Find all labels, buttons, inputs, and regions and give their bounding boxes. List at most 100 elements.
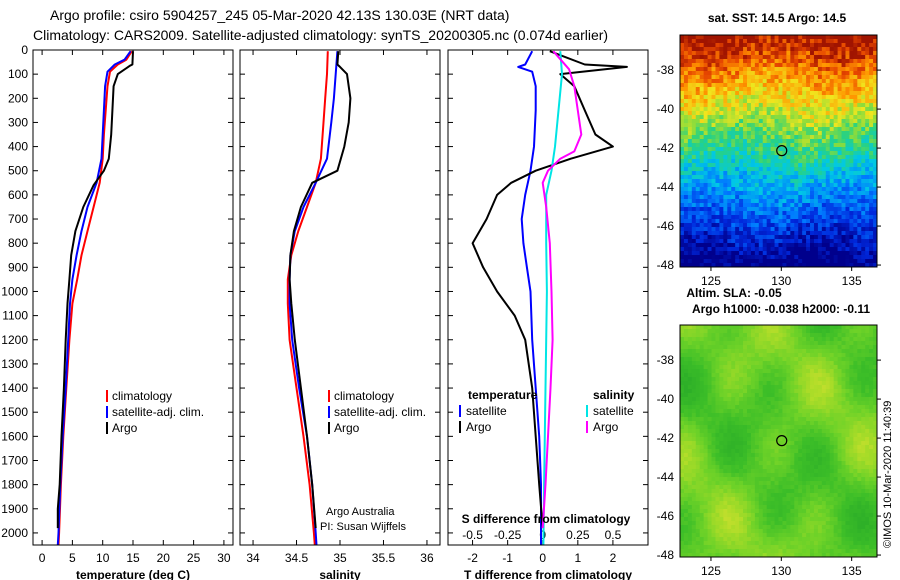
heatmap-cell [841,163,847,168]
heatmap-cell [817,333,823,338]
heatmap-cell [821,67,827,72]
heatmap-cell [727,195,732,200]
heatmap-cell [770,445,776,450]
heatmap-cell [754,349,760,354]
heatmap-cell [794,43,799,48]
heatmap-cell [699,345,705,350]
heatmap-cell [794,87,799,92]
heatmap-cell [782,203,787,208]
heatmap-cell [699,159,705,164]
heatmap-cell [699,453,705,458]
heatmap-cell [707,179,713,184]
heatmap-cell [810,417,815,422]
heatmap-cell [841,183,847,188]
heatmap-cell [782,449,787,454]
heatmap-cell [833,353,839,358]
heatmap-cell [715,67,720,72]
heatmap-cell [739,147,744,152]
heatmap-cell [810,67,815,72]
heatmap-cell [711,409,717,414]
heatmap-cell [707,35,713,40]
heatmap-cell [750,207,756,212]
heatmap-cell [739,63,744,68]
heatmap-cell [766,99,772,104]
heatmap-cell [746,405,752,410]
heatmap-cell [778,123,784,128]
heatmap-cell [711,35,717,40]
heatmap-cell [731,71,736,76]
heatmap-cell [715,353,720,358]
heatmap-cell [695,425,701,430]
heatmap-cell [687,259,693,264]
heatmap-cell [746,337,752,342]
heatmap-cell [837,259,843,264]
heatmap-cell [841,79,847,84]
heatmap-cell [699,215,705,220]
difference-x-tick-label: 1 [574,551,581,565]
heatmap-cell [715,445,720,450]
heatmap-cell [794,345,799,350]
heatmap-cell [837,139,843,144]
heatmap-cell [683,441,689,446]
heatmap-cell [782,373,787,378]
heatmap-cell [770,397,776,402]
heatmap-cell [817,377,823,382]
heatmap-cell [707,457,713,462]
heatmap-cell [873,199,877,204]
heatmap-cell [817,409,823,414]
heatmap-cell [766,255,772,260]
heatmap-cell [802,131,807,136]
heatmap-cell [813,421,819,426]
heatmap-cell [869,457,874,462]
heatmap-cell [683,409,689,414]
heatmap-cell [841,239,847,244]
heatmap-cell [802,349,807,354]
heatmap-cell [786,365,791,370]
heatmap-cell [782,401,787,406]
heatmap-cell [833,55,839,60]
heatmap-cell [810,401,815,406]
heatmap-cell [739,469,744,474]
heatmap-cell [825,417,831,422]
heatmap-cell [739,365,744,370]
heatmap-cell [841,425,847,430]
heatmap-cell [798,453,803,458]
heatmap-cell [711,175,717,180]
heatmap-cell [865,413,870,418]
heatmap-cell [762,159,768,164]
heatmap-cell [817,147,823,152]
heatmap-cell [707,373,713,378]
heatmap-cell [739,353,744,358]
heatmap-cell [845,393,851,398]
heatmap-cell [829,369,835,374]
heatmap-cell [837,35,843,40]
latitude-tick-label: -48 [657,258,675,272]
heatmap-cell [770,167,776,172]
heatmap-cell [853,191,858,196]
heatmap-cell [798,393,803,398]
heatmap-cell [806,429,811,434]
heatmap-cell [680,39,685,44]
heatmap-cell [754,333,760,338]
heatmap-cell [802,55,807,60]
heatmap-cell [680,469,685,474]
heatmap-cell [865,325,870,330]
heatmap-cell [778,75,784,80]
heatmap-cell [711,83,717,88]
heatmap-cell [711,377,717,382]
heatmap-cell [683,369,689,374]
heatmap-cell [798,389,803,394]
heatmap-cell [758,325,764,330]
heatmap-cell [707,385,713,390]
heatmap-cell [735,111,740,116]
heatmap-cell [750,183,756,188]
heatmap-cell [806,35,811,40]
heatmap-cell [790,47,795,52]
heatmap-cell [873,429,877,434]
heatmap-cell [806,43,811,48]
heatmap-cell [766,425,772,430]
heatmap-cell [841,107,847,112]
heatmap-cell [817,123,823,128]
heatmap-cell [873,83,877,88]
heatmap-cell [806,409,811,414]
